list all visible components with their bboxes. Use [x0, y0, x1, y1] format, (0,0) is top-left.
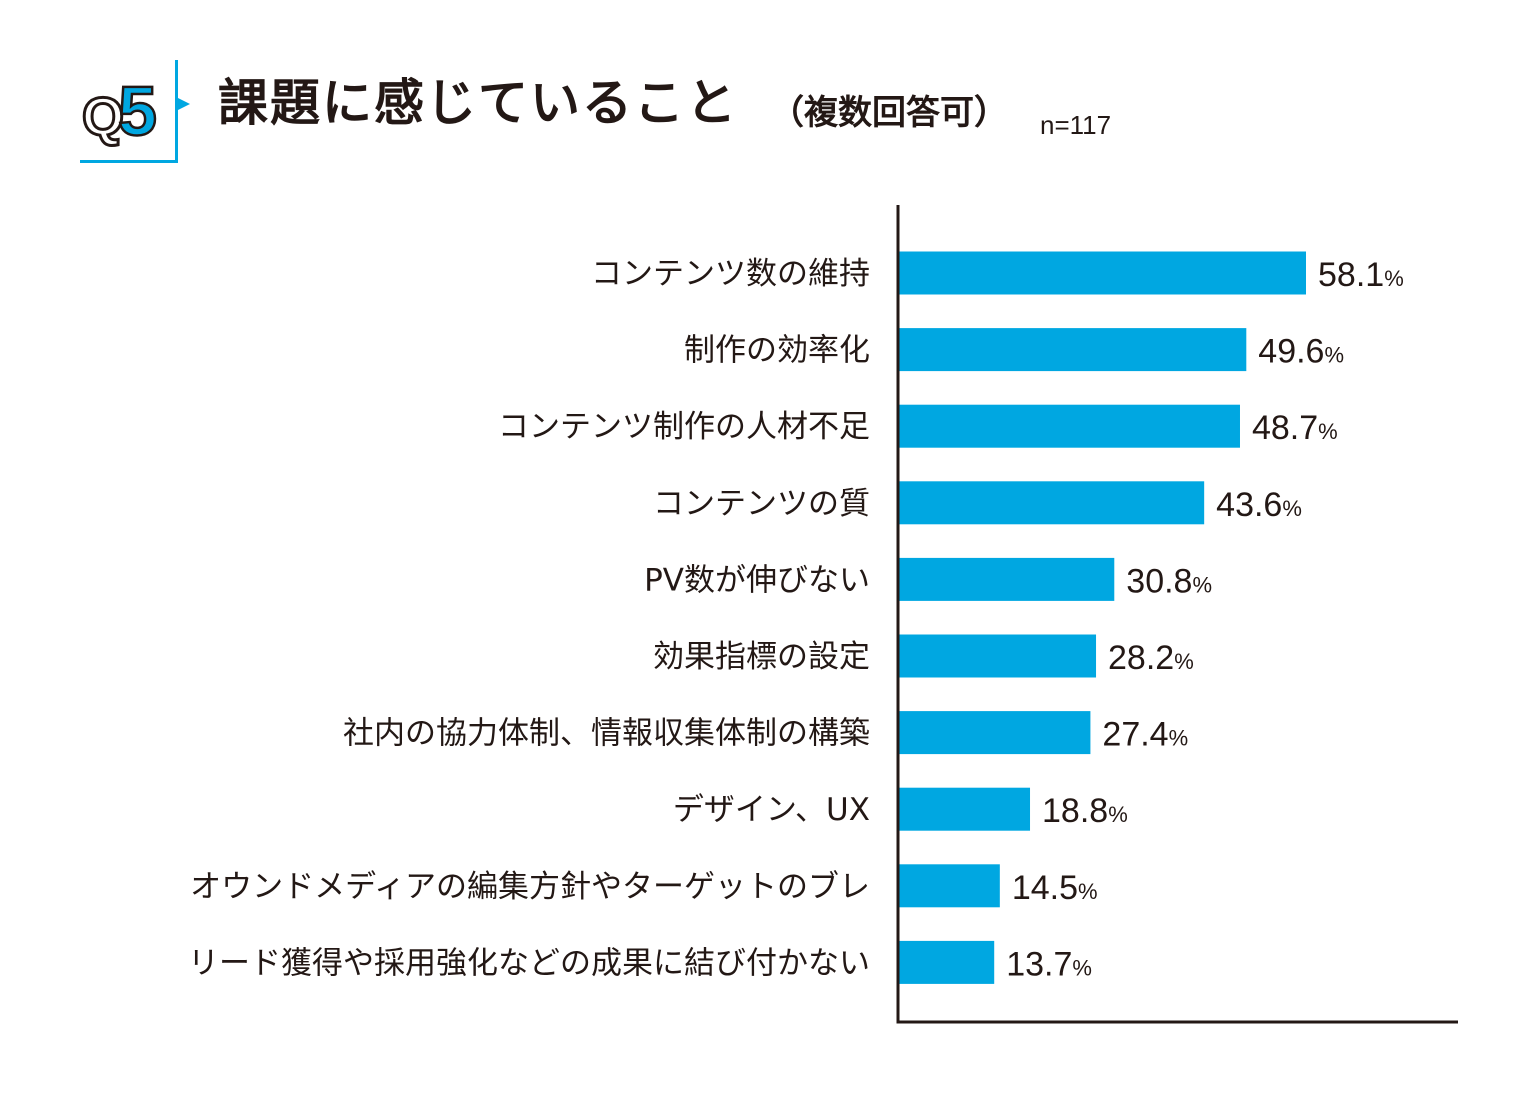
bar-4 — [898, 481, 1205, 525]
value-unit-5: % — [1192, 572, 1212, 597]
bar-1 — [898, 251, 1306, 295]
value-label-9: 14.5% — [1012, 869, 1098, 907]
sample-size-label: n=117 — [1040, 110, 1112, 140]
bar-2 — [898, 328, 1247, 372]
value-label-1: 58.1% — [1318, 256, 1404, 294]
category-label-2: 制作の効率化 — [684, 333, 870, 369]
value-label-4: 43.6% — [1216, 486, 1302, 524]
value-unit-9: % — [1078, 879, 1098, 904]
q-number: 5 — [118, 72, 157, 150]
badge-underline — [80, 160, 176, 163]
category-label-3: コンテンツ制作の人材不足 — [498, 409, 870, 445]
value-unit-3: % — [1318, 419, 1338, 444]
category-label-4: コンテンツの質 — [653, 486, 870, 522]
value-unit-4: % — [1282, 496, 1302, 521]
bar-6 — [898, 634, 1097, 678]
page-subtitle: （複数回答可） — [770, 93, 1008, 133]
value-label-8: 18.8% — [1042, 792, 1128, 830]
chart-header: Q 5 課題に感じていること （複数回答可） n=117 — [0, 0, 1528, 190]
category-label-8: デザイン、UX — [673, 792, 870, 828]
bar-3 — [898, 404, 1240, 448]
category-label-5: PV数が伸びない — [644, 562, 870, 598]
bar-7 — [898, 711, 1091, 755]
category-label-6: 効果指標の設定 — [653, 639, 870, 675]
category-label-1: コンテンツ数の維持 — [591, 256, 870, 292]
q-prefix: Q — [82, 87, 124, 147]
bar-5 — [898, 557, 1115, 601]
value-label-10: 13.7% — [1006, 945, 1092, 983]
badge-divider — [175, 60, 178, 163]
value-unit-8: % — [1108, 802, 1128, 827]
bar-9 — [898, 864, 1000, 908]
page-title: 課題に感じていること — [218, 74, 738, 132]
value-label-6: 28.2% — [1108, 639, 1194, 677]
value-label-3: 48.7% — [1252, 409, 1338, 447]
value-unit-2: % — [1324, 343, 1344, 368]
badge-tab — [178, 98, 190, 110]
value-label-7: 27.4% — [1102, 716, 1188, 754]
category-label-7: 社内の協力体制、情報収集体制の構築 — [343, 716, 870, 752]
bar-8 — [898, 787, 1031, 831]
bar-10 — [898, 940, 995, 984]
value-unit-7: % — [1169, 726, 1189, 751]
value-unit-1: % — [1384, 266, 1404, 291]
category-label-10: リード獲得や採用強化などの成果に結び付かない — [188, 945, 870, 981]
value-unit-10: % — [1072, 955, 1092, 980]
value-unit-6: % — [1174, 649, 1194, 674]
value-label-2: 49.6% — [1258, 333, 1344, 371]
question-badge: Q 5 — [80, 60, 190, 163]
category-label-9: オウンドメディアの編集方針やターゲットのブレ — [190, 869, 870, 905]
value-label-5: 30.8% — [1126, 562, 1212, 600]
